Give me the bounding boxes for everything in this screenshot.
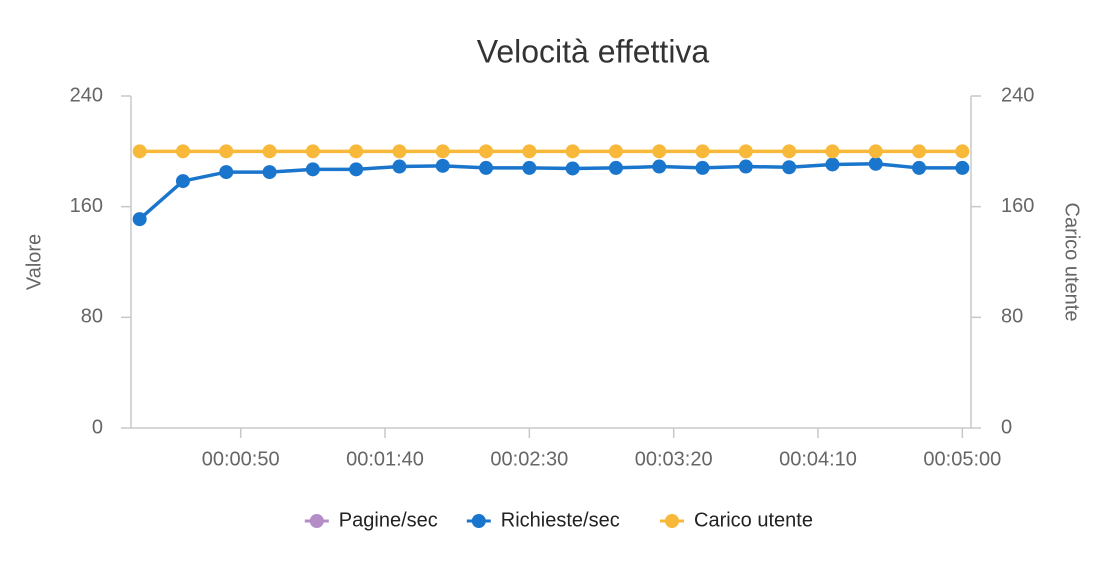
data-point: [262, 144, 277, 159]
data-point: [868, 144, 883, 159]
data-point: [175, 174, 190, 189]
data-point: [738, 144, 753, 159]
data-point: [349, 144, 364, 159]
y2-tick-label: 0: [1001, 416, 1012, 438]
data-point: [305, 144, 320, 159]
data-point: [349, 162, 364, 177]
data-point: [479, 160, 494, 175]
x-tick-label: 00:04:10: [779, 448, 857, 470]
data-point: [695, 144, 710, 159]
data-point: [435, 158, 450, 173]
y2-tick-label: 240: [1001, 84, 1034, 106]
data-point: [868, 156, 883, 171]
data-point: [435, 144, 450, 159]
data-point: [392, 144, 407, 159]
data-point: [782, 144, 797, 159]
data-point: [738, 159, 753, 174]
data-point: [912, 144, 927, 159]
legend-label: Richieste/sec: [501, 509, 620, 531]
data-point: [652, 144, 667, 159]
data-point: [782, 160, 797, 175]
data-point: [219, 165, 234, 180]
data-point: [565, 144, 580, 159]
x-tick-label: 00:05:00: [923, 448, 1001, 470]
y-tick-label: 160: [70, 195, 103, 217]
data-point: [175, 144, 190, 159]
y-tick-label: 240: [70, 84, 103, 106]
series-line: [138, 162, 963, 221]
x-tick-label: 00:00:50: [202, 448, 280, 470]
data-point: [825, 157, 840, 172]
data-point: [219, 144, 234, 159]
chart-title: Velocità effettiva: [477, 33, 710, 69]
data-point: [608, 144, 623, 159]
data-point: [608, 160, 623, 175]
data-point: [392, 159, 407, 174]
y-tick-label: 0: [92, 416, 103, 438]
data-point: [955, 144, 970, 159]
y2-tick-label: 160: [1001, 195, 1034, 217]
y-axis-label: Valore: [23, 234, 45, 290]
data-point: [652, 159, 667, 174]
data-point: [912, 160, 927, 175]
legend-label: Pagine/sec: [339, 509, 438, 531]
legend-marker: [665, 514, 679, 528]
legend-marker: [471, 514, 486, 528]
y-tick-label: 80: [81, 306, 103, 328]
y2-axis-label: Carico utente: [1061, 203, 1083, 322]
x-tick-label: 00:02:30: [490, 448, 568, 470]
data-point: [132, 144, 147, 159]
data-point: [955, 160, 970, 175]
data-point: [565, 161, 580, 176]
data-point: [825, 144, 840, 159]
legend-label: Carico utente: [694, 509, 813, 531]
data-point: [305, 162, 320, 177]
data-point: [522, 160, 537, 175]
data-point: [132, 212, 147, 227]
data-point: [479, 144, 494, 159]
x-tick-label: 00:03:20: [635, 448, 713, 470]
data-point: [522, 144, 537, 159]
data-point: [262, 165, 277, 180]
x-tick-label: 00:01:40: [346, 448, 424, 470]
data-point: [695, 160, 710, 175]
y2-tick-label: 80: [1001, 306, 1023, 328]
legend-marker: [309, 514, 324, 528]
